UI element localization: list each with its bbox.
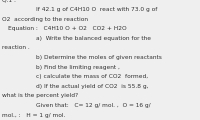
Text: b) Determine the moles of given reactants: b) Determine the moles of given reactant… <box>36 55 162 60</box>
Text: If 42.1 g of C4H10 O  react with 73.0 g of: If 42.1 g of C4H10 O react with 73.0 g o… <box>36 7 157 12</box>
Text: O2  according to the reaction: O2 according to the reaction <box>2 17 88 22</box>
Text: c) calculate the mass of CO2  formed,: c) calculate the mass of CO2 formed, <box>36 74 148 79</box>
Text: what is the percent yield?: what is the percent yield? <box>2 93 78 98</box>
Text: b) Find the limiting reagent ,: b) Find the limiting reagent , <box>36 65 120 70</box>
Text: Q.1 :: Q.1 : <box>2 0 16 2</box>
Text: Equation :   C4H10 O + O2   CO2 + H2O: Equation : C4H10 O + O2 CO2 + H2O <box>8 26 127 31</box>
Text: d) If the actual yield of CO2  is 55.8 g,: d) If the actual yield of CO2 is 55.8 g, <box>36 84 148 89</box>
Text: Given that:   C= 12 g/ mol. ,  O = 16 g/: Given that: C= 12 g/ mol. , O = 16 g/ <box>36 103 151 108</box>
Text: a)  Write the balanced equation for the: a) Write the balanced equation for the <box>36 36 151 41</box>
Text: reaction .: reaction . <box>2 45 30 50</box>
Text: mol., :   H = 1 g/ mol.: mol., : H = 1 g/ mol. <box>2 113 65 118</box>
